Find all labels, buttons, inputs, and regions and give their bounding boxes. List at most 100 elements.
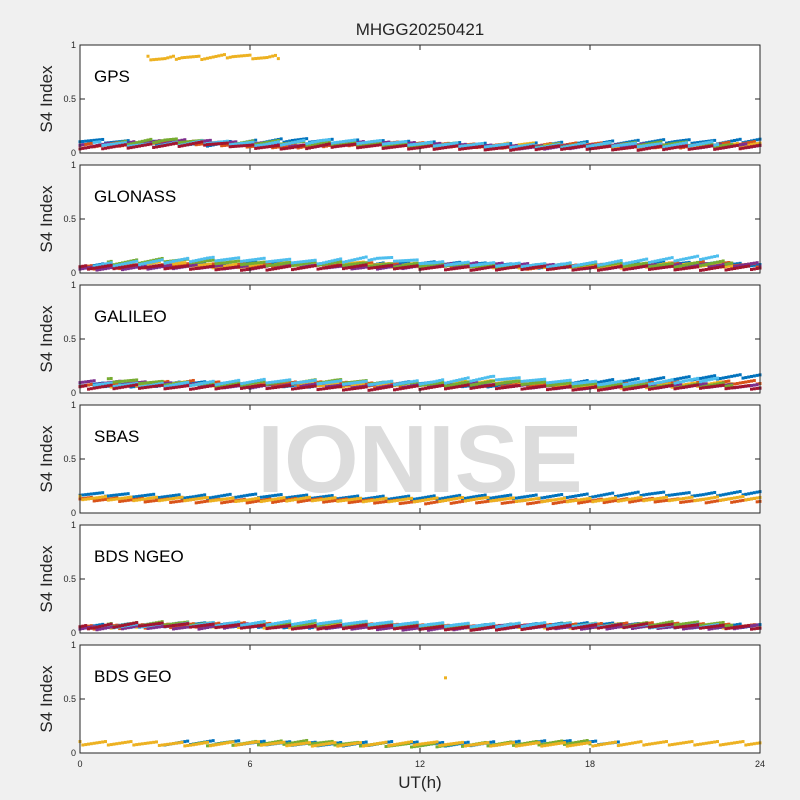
data-point [577,263,581,267]
data-point [619,382,623,386]
data-point [605,382,609,386]
data-point [220,53,224,57]
data-point [529,143,532,147]
data-point [716,143,719,147]
data-point [376,267,379,271]
data-point [475,261,479,265]
data-point [370,144,374,148]
data-point [738,137,742,141]
data-point [271,141,275,145]
data-point [197,258,201,262]
data-point [140,144,144,148]
data-point [554,386,558,390]
data-point [526,145,530,149]
data-point [251,381,255,385]
data-point [449,145,453,149]
data-point [642,147,646,151]
data-point [466,376,470,380]
data-point [231,263,235,267]
data-point [291,141,294,145]
data-point [716,376,719,380]
data-point [741,384,745,388]
data-point [251,140,255,144]
data-point [755,383,759,387]
data-point [395,145,399,149]
data-point [472,268,476,272]
data-point [432,261,436,265]
data-point [724,143,728,147]
data-point [597,385,600,389]
panel-label: GLONASS [94,187,176,206]
data-point [673,259,677,263]
data-point [633,141,637,145]
data-point [92,264,96,268]
data-point [274,140,277,144]
data-point [738,145,742,149]
data-point [455,264,459,268]
data-point [157,57,161,61]
data-point [342,263,345,267]
data-point [500,265,504,269]
data-point [458,141,462,145]
panel-label: GALILEO [94,307,167,326]
data-point [475,382,479,386]
data-point [480,385,484,389]
data-point [597,388,600,392]
data-point [398,264,402,268]
data-point [384,264,388,268]
data-point [469,379,473,383]
data-point [381,381,385,385]
data-point [512,145,515,149]
data-point [84,146,88,150]
data-point [633,145,637,149]
data-point [274,385,277,389]
data-point [509,262,513,266]
data-point [480,142,484,146]
data-point [367,144,371,148]
data-point [599,384,603,388]
data-point [211,379,215,383]
data-point [656,140,660,144]
data-point [738,147,742,151]
data-point [639,258,643,262]
data-point [217,494,221,498]
data-point [410,147,413,151]
data-point [395,143,399,147]
data-point [492,147,496,151]
data-point [242,381,246,385]
data-point [87,266,90,270]
data-point [733,374,736,378]
data-point [495,146,498,150]
data-point [95,140,99,144]
data-point [557,144,561,148]
data-point [259,263,263,267]
data-point [449,262,453,266]
data-point [724,141,728,145]
data-point [126,146,130,150]
data-point [274,144,277,148]
data-point [594,265,598,269]
data-point [469,146,473,150]
data-point [84,142,88,146]
data-point [149,493,153,497]
data-point [106,266,110,270]
data-point [129,140,133,144]
data-point [667,256,671,260]
data-point [112,382,116,386]
data-point [336,260,340,264]
data-point [208,56,212,60]
data-point [285,258,289,262]
data-point [503,385,507,389]
data-point [537,383,541,387]
data-point [169,494,173,498]
data-point [245,141,249,145]
data-point [347,143,351,147]
data-point [353,142,357,146]
data-point [469,264,473,268]
data-point [424,267,428,271]
data-point [676,263,680,267]
data-point [299,137,303,141]
data-point [682,383,685,387]
data-point [676,265,680,269]
data-point [506,264,510,268]
